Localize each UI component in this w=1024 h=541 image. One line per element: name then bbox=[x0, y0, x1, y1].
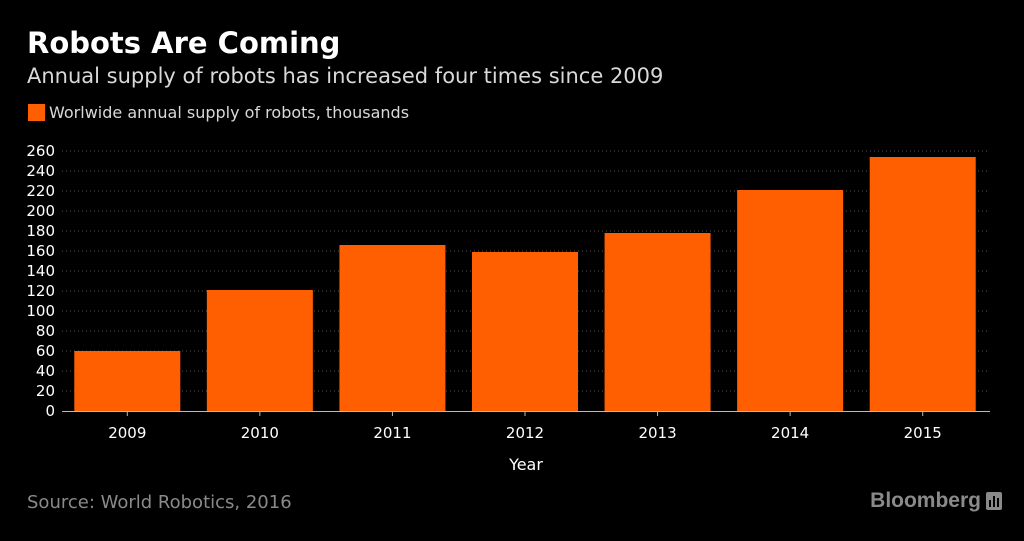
y-axis-ticks: 0 20 40 60 80 100 120 140 160 180 200 220 240 260 bbox=[26, 142, 55, 420]
bar-chart-icon bbox=[986, 492, 1002, 510]
legend-swatch bbox=[28, 104, 45, 121]
chart-title: Robots Are Coming bbox=[27, 26, 341, 60]
y-tick-label: 40 bbox=[36, 362, 55, 380]
y-tick-label: 180 bbox=[26, 222, 55, 240]
x-tick-label: 2015 bbox=[904, 424, 942, 442]
x-axis-label: Year bbox=[508, 455, 543, 474]
x-tick-label: 2014 bbox=[771, 424, 809, 442]
bar-2013 bbox=[604, 233, 711, 411]
x-tick-label: 2009 bbox=[108, 424, 146, 442]
bar-2010 bbox=[206, 290, 313, 411]
bars bbox=[74, 157, 976, 411]
source-note: Source: World Robotics, 2016 bbox=[27, 492, 292, 513]
y-tick-label: 80 bbox=[36, 322, 55, 340]
x-tick-label: 2013 bbox=[638, 424, 676, 442]
brand-name: Bloomberg bbox=[870, 489, 981, 512]
chart-subtitle: Annual supply of robots has increased fo… bbox=[27, 64, 664, 88]
bar-2014 bbox=[737, 190, 844, 411]
bar-2015 bbox=[869, 157, 976, 411]
y-tick-label: 220 bbox=[26, 182, 55, 200]
y-tick-label: 260 bbox=[26, 142, 55, 160]
brand-logo: Bloomberg bbox=[870, 489, 1002, 513]
y-tick-label: 160 bbox=[26, 242, 55, 260]
bar-2011 bbox=[339, 245, 446, 411]
x-tick-label: 2010 bbox=[241, 424, 279, 442]
x-tick-label: 2011 bbox=[373, 424, 411, 442]
y-tick-label: 20 bbox=[36, 382, 55, 400]
y-tick-label: 140 bbox=[26, 262, 55, 280]
y-tick-label: 100 bbox=[26, 302, 55, 320]
x-tick-label: 2012 bbox=[506, 424, 544, 442]
bar-2009 bbox=[74, 351, 181, 411]
x-axis-ticks: 2009 2010 2011 2012 2013 2014 2015 bbox=[108, 411, 942, 442]
y-tick-label: 240 bbox=[26, 162, 55, 180]
y-tick-label: 200 bbox=[26, 202, 55, 220]
y-tick-label: 60 bbox=[36, 342, 55, 360]
y-tick-label: 0 bbox=[45, 402, 55, 420]
bar-2012 bbox=[472, 252, 578, 411]
y-tick-label: 120 bbox=[26, 282, 55, 300]
legend: Worlwide annual supply of robots, thousa… bbox=[28, 103, 409, 122]
legend-label: Worlwide annual supply of robots, thousa… bbox=[49, 103, 410, 122]
